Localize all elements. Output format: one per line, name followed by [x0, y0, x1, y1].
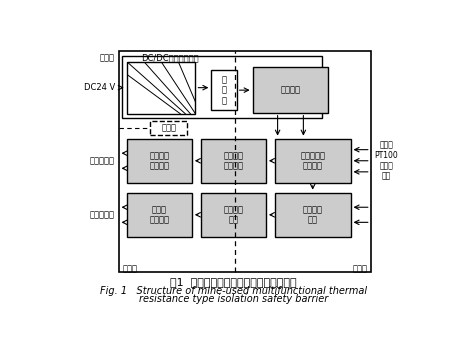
Bar — [201, 139, 266, 183]
Bar — [150, 121, 187, 135]
Text: 模拟量输出: 模拟量输出 — [90, 156, 115, 165]
Text: 磁隔离: 磁隔离 — [162, 123, 177, 132]
Text: 磁
隔
离: 磁 隔 离 — [222, 75, 227, 105]
Bar — [126, 193, 192, 237]
Text: 线性光耦
隔离电路: 线性光耦 隔离电路 — [223, 151, 243, 171]
Bar — [126, 139, 192, 183]
Text: 电压电流
转换电路: 电压电流 转换电路 — [149, 151, 169, 171]
Bar — [201, 193, 266, 237]
Text: 光耦隔离
电路: 光耦隔离 电路 — [223, 205, 243, 224]
Text: 供电侧: 供电侧 — [100, 53, 115, 62]
Bar — [122, 56, 322, 118]
Text: 继电器
输出电路: 继电器 输出电路 — [149, 205, 169, 224]
Bar — [275, 193, 351, 237]
Text: 阈值比较
电路: 阈值比较 电路 — [303, 205, 323, 224]
Bar — [211, 70, 237, 111]
Bar — [126, 62, 196, 114]
Text: resistance type isolation safety barrier: resistance type isolation safety barrier — [139, 294, 328, 304]
Text: 限能电路: 限能电路 — [280, 85, 300, 94]
Bar — [119, 51, 371, 272]
Text: 图1  矿用多功能热电阻型隔离安全栅结构: 图1 矿用多功能热电阻型隔离安全栅结构 — [170, 277, 297, 287]
Text: 安全侧: 安全侧 — [122, 264, 137, 273]
Text: 继电器输出: 继电器输出 — [90, 210, 115, 219]
Bar — [253, 67, 329, 113]
Text: 危险侧: 危险侧 — [352, 264, 367, 273]
Bar — [275, 139, 351, 183]
Text: 热电阻信号
检测电路: 热电阻信号 检测电路 — [300, 151, 325, 171]
Text: DC/DC隔离电源模块: DC/DC隔离电源模块 — [142, 53, 199, 62]
Text: DC24 V: DC24 V — [84, 83, 115, 92]
Text: 三线制
PT100
热电阻
输入: 三线制 PT100 热电阻 输入 — [374, 141, 398, 181]
Text: Fig. 1   Structure of mine-used multifunctional thermal: Fig. 1 Structure of mine-used multifunct… — [100, 286, 367, 296]
